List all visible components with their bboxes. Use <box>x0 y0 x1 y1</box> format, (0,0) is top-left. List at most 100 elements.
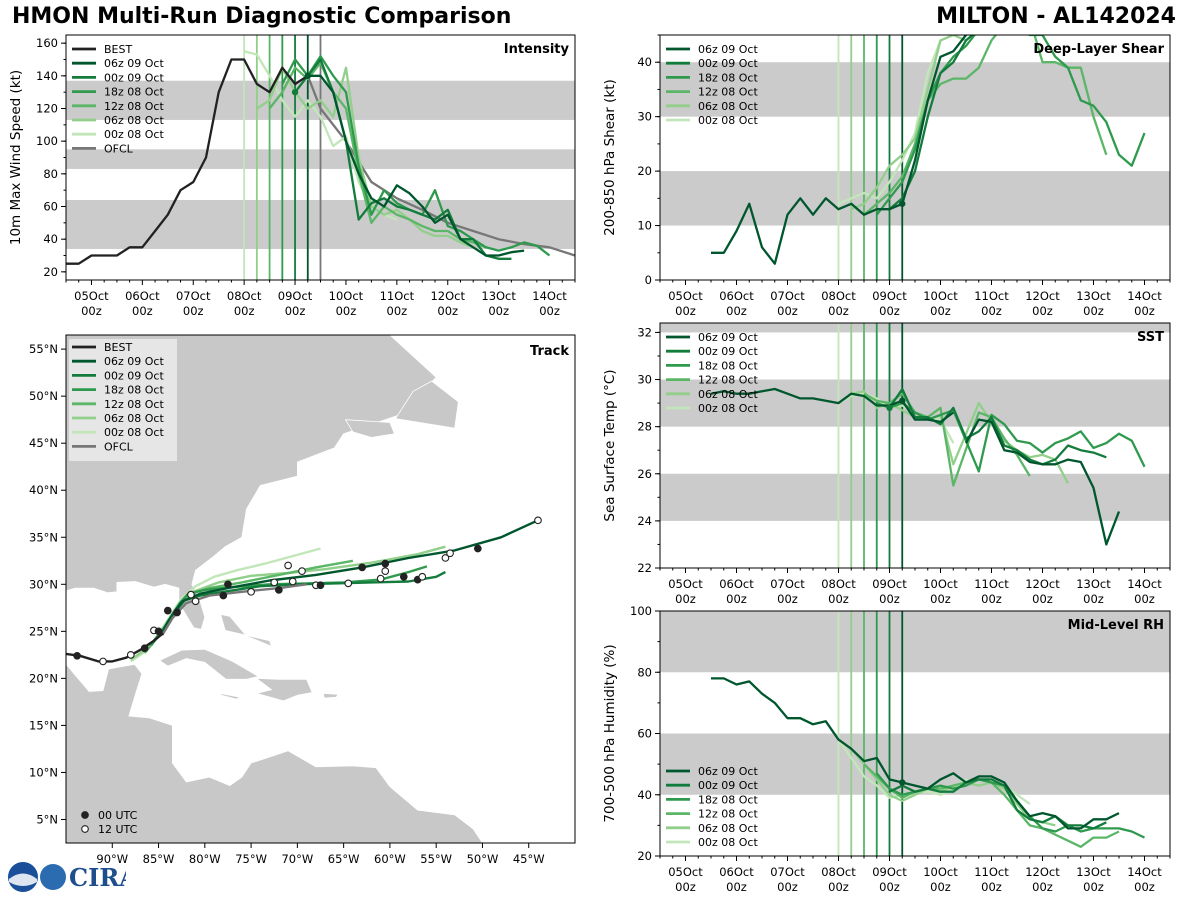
rh-legend-label: 18z 08 Oct <box>698 793 758 806</box>
track-xtick-label: 85°W <box>143 852 175 866</box>
track-ytick-label: 35°N <box>29 530 58 544</box>
shear-plot-area <box>660 35 1170 280</box>
rh-band <box>660 611 1170 673</box>
sst-legend-label: 18z 08 Oct <box>698 359 758 372</box>
track-frame <box>65 334 576 844</box>
track-point-00utc <box>316 581 325 590</box>
intensity-legend-label: 06z 08 Oct <box>104 114 164 127</box>
intensity-xtick-label-hour: 00z <box>183 304 204 318</box>
shear-xtick-label: 10Oct <box>923 289 958 303</box>
track-ytick-label: 45°N <box>29 436 58 450</box>
sst-xtick-label-hour: 00z <box>981 592 1002 606</box>
shear-xtick-label-hour: 00z <box>1134 304 1155 318</box>
track-point-00utc <box>224 580 232 589</box>
sst-series-line <box>964 418 1121 546</box>
rh-xtick-label: 13Oct <box>1076 865 1111 879</box>
rh-legend-label: 12z 08 Oct <box>698 808 758 821</box>
sst-ytick-label: 26 <box>637 467 652 481</box>
rh-ytick-label: 40 <box>637 788 652 802</box>
intensity-ytick-label: 160 <box>36 36 58 50</box>
sst-init-marker <box>886 404 893 412</box>
track-point-00utc <box>275 586 283 594</box>
sst-xtick-label-hour: 00z <box>879 592 900 606</box>
rh-ytick-label: 60 <box>637 727 652 741</box>
track-legend-label: OFCL <box>104 440 134 453</box>
shear-xtick-label-hour: 00z <box>726 304 747 318</box>
shear-legend-label: 12z 08 Oct <box>698 86 758 99</box>
track-ytick-label: 25°N <box>29 624 58 638</box>
track-point-00utc <box>219 591 228 600</box>
track-point-00utc <box>154 627 163 636</box>
sst-series-line <box>888 387 1107 466</box>
shear-xtick-label: 14Oct <box>1127 289 1162 303</box>
sst-series-line <box>863 392 1031 487</box>
noaa-wave-icon <box>9 873 37 886</box>
sst-xtick-label-hour: 00z <box>777 592 798 606</box>
shear-band <box>660 171 1170 226</box>
shear-xtick-label-hour: 00z <box>930 304 951 318</box>
shear-xtick-label-hour: 00z <box>828 304 849 318</box>
intensity-xtick-label: 11Oct <box>380 289 415 303</box>
rh-xtick-label: 07Oct <box>770 865 805 879</box>
track-ytick-label: 15°N <box>29 718 58 732</box>
intensity-legend-label: 00z 08 Oct <box>104 128 164 141</box>
track-point-12utc <box>418 572 427 581</box>
intensity-xtick-label-hour: 00z <box>539 304 560 318</box>
track-ytick-label: 5°N <box>36 812 58 826</box>
track-ytick-label: 10°N <box>29 765 58 779</box>
shear-xtick-label: 09Oct <box>872 289 907 303</box>
shear-legend-label: 06z 08 Oct <box>698 100 758 113</box>
sst-xtick-label: 08Oct <box>821 577 856 591</box>
shear-series-line <box>838 39 942 205</box>
track-point-12utc <box>288 577 297 586</box>
intensity-panel: 2040608010012014016005Oct00z06Oct00z07Oc… <box>8 34 576 318</box>
shear-legend-label: 06z 09 Oct <box>698 43 758 56</box>
sst-xtick-label: 12Oct <box>1025 577 1060 591</box>
intensity-ytick-label: 40 <box>43 232 58 246</box>
intensity-legend-label: 00z 09 Oct <box>104 71 164 84</box>
track-point-00utc <box>399 572 408 581</box>
intensity-xtick-label-hour: 00z <box>81 304 102 318</box>
rh-xtick-label-hour: 00z <box>981 880 1002 894</box>
intensity-ytick-label: 20 <box>43 265 58 279</box>
intensity-xtick-label-hour: 00z <box>488 304 509 318</box>
intensity-ytick-label: 60 <box>43 200 58 214</box>
rh-ytick-label: 100 <box>630 604 652 618</box>
intensity-series-line <box>307 74 525 257</box>
track-xtick-label: 55°W <box>420 852 452 866</box>
sst-xtick-label-hour: 00z <box>930 592 951 606</box>
sst-ytick-label: 22 <box>637 561 652 575</box>
track-point-00utc <box>73 651 81 660</box>
track-point-12utc <box>441 554 450 562</box>
shear-xtick-label-hour: 00z <box>1032 304 1053 318</box>
rh-ytick-label: 80 <box>637 665 652 679</box>
intensity-xtick-label-hour: 00z <box>285 304 306 318</box>
sst-xtick-label: 05Oct <box>668 577 703 591</box>
track-point-12utc <box>284 561 292 570</box>
sst-xtick-label: 07Oct <box>770 577 805 591</box>
shear-ylabel: 200-850 hPa Shear (kt) <box>602 79 618 236</box>
shear-xtick-label: 11Oct <box>974 289 1009 303</box>
intensity-legend-label: BEST <box>104 43 132 56</box>
intensity-ytick-label: 140 <box>36 69 58 83</box>
shear-xtick-label-hour: 00z <box>981 304 1002 318</box>
track-point-12utc <box>270 578 279 587</box>
intensity-xtick-label: 05Oct <box>74 289 109 303</box>
rh-legend-label: 06z 09 Oct <box>698 765 758 778</box>
sst-xtick-label-hour: 00z <box>675 592 696 606</box>
track-ytick-label: 40°N <box>29 483 58 497</box>
rh-xtick-label: 05Oct <box>668 865 703 879</box>
track-point-12utc <box>446 549 454 558</box>
track-legend-label: 00z 09 Oct <box>104 369 164 382</box>
track-xtick-label: 60°W <box>374 852 406 866</box>
sst-xtick-label: 10Oct <box>923 577 958 591</box>
track-point-00utc <box>140 644 149 653</box>
sst-ytick-label: 32 <box>637 325 652 339</box>
sst-legend-label: 06z 09 Oct <box>698 331 758 344</box>
landmass <box>220 613 273 648</box>
track-point-12utc <box>187 590 195 599</box>
shear-series-line <box>711 35 969 265</box>
